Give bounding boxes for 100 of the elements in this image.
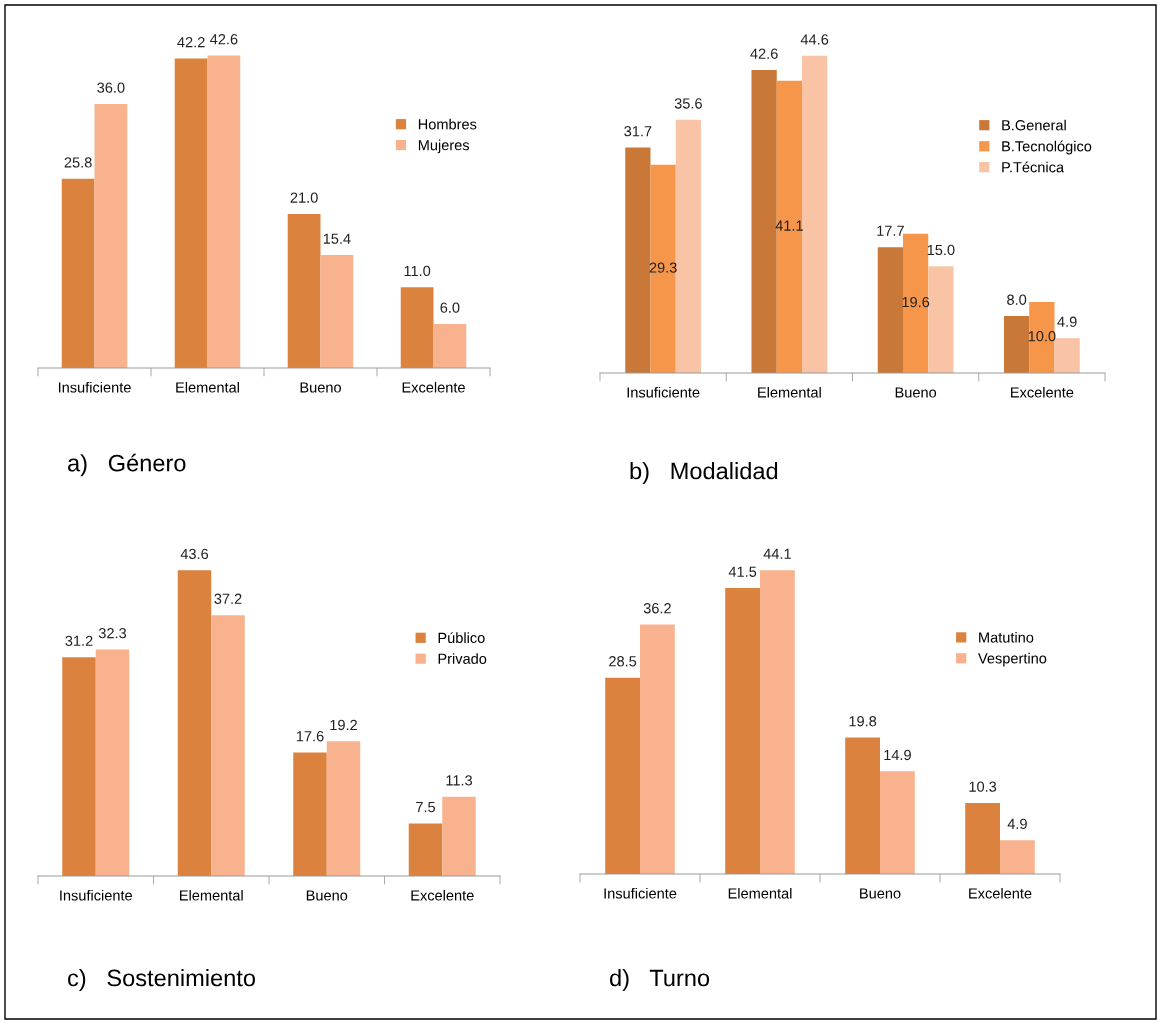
data-label: 41.1 [775, 220, 803, 231]
bar [640, 624, 675, 874]
data-label: 4.9 [1057, 316, 1077, 327]
bar [61, 178, 95, 368]
bar [776, 80, 802, 373]
x-tick-label: Bueno [306, 890, 348, 901]
x-tick-label: Elemental [728, 887, 792, 899]
bar [207, 55, 241, 368]
legend-label: Vespertino [978, 652, 1047, 667]
text: d) Turno [610, 968, 710, 991]
legend-label: B.Tecnológico [1002, 140, 1092, 155]
bar [287, 214, 321, 368]
bar [650, 164, 676, 373]
legend-label: Hombres [418, 118, 477, 130]
bar [877, 247, 903, 373]
x-tick-label: Insuficiente [60, 889, 132, 901]
data-label: 36.2 [643, 603, 671, 614]
data-label: 19.2 [330, 719, 357, 731]
data-label: 11.0 [404, 265, 431, 277]
legend-label: P.Técnica [1002, 161, 1065, 173]
data-label: 41.5 [728, 566, 757, 577]
x-tick-label: Excelente [969, 887, 1032, 899]
x-tick-label: Bueno [860, 888, 901, 899]
bar [95, 649, 130, 876]
data-label: 19.6 [902, 296, 930, 308]
x-tick-label: Excelente [411, 889, 474, 901]
data-label: 15.4 [323, 233, 351, 244]
legend-label: Mujeres [418, 139, 470, 154]
bar [760, 570, 795, 874]
bar [320, 255, 354, 368]
legend-label: Matutino [979, 631, 1034, 643]
legend-label: B.General [1002, 119, 1066, 131]
bar [1029, 301, 1055, 373]
data-label: 10.3 [969, 781, 997, 792]
bar [802, 55, 828, 373]
data-label: 28.5 [609, 656, 637, 667]
x-tick-label: Excelente [1011, 386, 1074, 398]
data-label: 8.0 [1007, 294, 1027, 305]
bar [174, 58, 208, 368]
data-label: 42.6 [750, 48, 778, 59]
bar [1004, 316, 1030, 373]
data-label: 42.2 [177, 37, 205, 48]
x-tick-label: Elemental [176, 381, 239, 393]
data-label: 29.3 [649, 262, 677, 273]
bar [400, 287, 434, 368]
bar [62, 657, 96, 876]
data-label: 35.6 [674, 98, 702, 109]
bar [326, 741, 361, 876]
data-label: 10.0 [1028, 331, 1056, 342]
bar [751, 70, 777, 373]
x-tick-label: Bueno [300, 382, 341, 393]
bar [625, 147, 651, 373]
x-tick-label: Insuficiente [604, 887, 677, 899]
text: c) Sostenimiento [68, 968, 255, 991]
x-tick-label: Elemental [758, 386, 821, 398]
bar [211, 615, 245, 876]
text: b) Modalidad [630, 461, 778, 484]
x-tick-label: Insuficiente [627, 386, 700, 398]
x-tick-label: Elemental [180, 889, 243, 901]
bar [94, 104, 128, 368]
legend-label: Privado [438, 653, 487, 664]
bar [442, 796, 476, 876]
bar [725, 588, 760, 874]
x-tick-label: Bueno [895, 387, 937, 398]
x-tick-label: Excelente [402, 381, 465, 393]
data-label: 21.0 [290, 192, 318, 203]
legend-label: Público [438, 632, 485, 644]
data-label: 6.0 [440, 302, 460, 313]
data-label: 44.1 [763, 548, 791, 559]
data-label: 37.2 [214, 593, 242, 604]
data-label: 42.6 [210, 34, 238, 45]
bar [965, 803, 1000, 874]
data-label: 17.7 [877, 225, 904, 236]
data-label: 7.5 [416, 802, 436, 813]
data-label: 25.8 [64, 157, 92, 168]
data-label: 17.6 [296, 731, 324, 742]
bar [433, 324, 467, 368]
text: a) Género [68, 453, 186, 477]
data-label: 44.6 [800, 34, 829, 45]
bar [1054, 338, 1080, 373]
data-label: 19.8 [849, 716, 877, 727]
data-label: 36.0 [97, 82, 125, 93]
data-label: 4.9 [1007, 818, 1027, 830]
bar [880, 771, 915, 874]
x-tick-label: Insuficiente [58, 381, 131, 393]
data-label: 14.9 [884, 749, 911, 761]
bar [293, 752, 327, 876]
data-label: 31.2 [65, 635, 93, 647]
bar [903, 233, 929, 373]
bar [928, 266, 954, 373]
bar [177, 570, 212, 876]
bar [1000, 840, 1035, 874]
data-label: 43.6 [180, 548, 209, 560]
data-label: 32.3 [98, 627, 127, 639]
data-label: 11.3 [446, 775, 473, 786]
data-label: 31.7 [624, 126, 652, 137]
bar [845, 737, 880, 874]
bar [408, 823, 443, 876]
bar [605, 677, 640, 874]
bar [675, 119, 701, 373]
